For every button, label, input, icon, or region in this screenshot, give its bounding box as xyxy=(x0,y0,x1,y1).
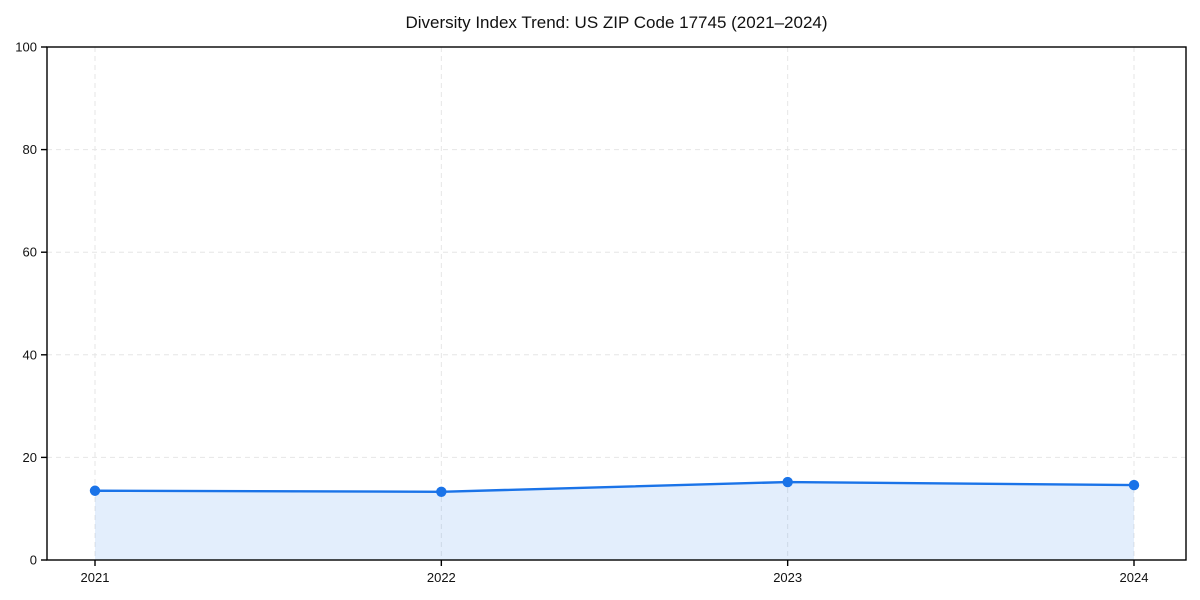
y-tick-label: 40 xyxy=(23,347,37,362)
x-tick-label: 2021 xyxy=(81,570,110,585)
chart-title: Diversity Index Trend: US ZIP Code 17745… xyxy=(405,13,828,32)
x-tick-label: 2024 xyxy=(1120,570,1149,585)
x-tick-label: 2022 xyxy=(427,570,456,585)
data-point-marker xyxy=(782,476,793,488)
series-area-fill xyxy=(95,482,1134,560)
data-point-marker xyxy=(436,486,447,497)
data-point-marker xyxy=(1128,479,1140,491)
plot-background xyxy=(47,47,1186,560)
series-line xyxy=(93,480,1136,493)
y-tick-label: 80 xyxy=(23,142,37,157)
y-tick-label: 0 xyxy=(30,553,37,568)
plot-frame xyxy=(46,46,1187,561)
y-tick-label: 100 xyxy=(15,40,37,55)
data-point-marker xyxy=(89,485,101,496)
y-tick-label: 60 xyxy=(23,245,37,260)
x-tick-label: 2023 xyxy=(773,570,802,585)
y-tick-label: 20 xyxy=(23,450,37,465)
